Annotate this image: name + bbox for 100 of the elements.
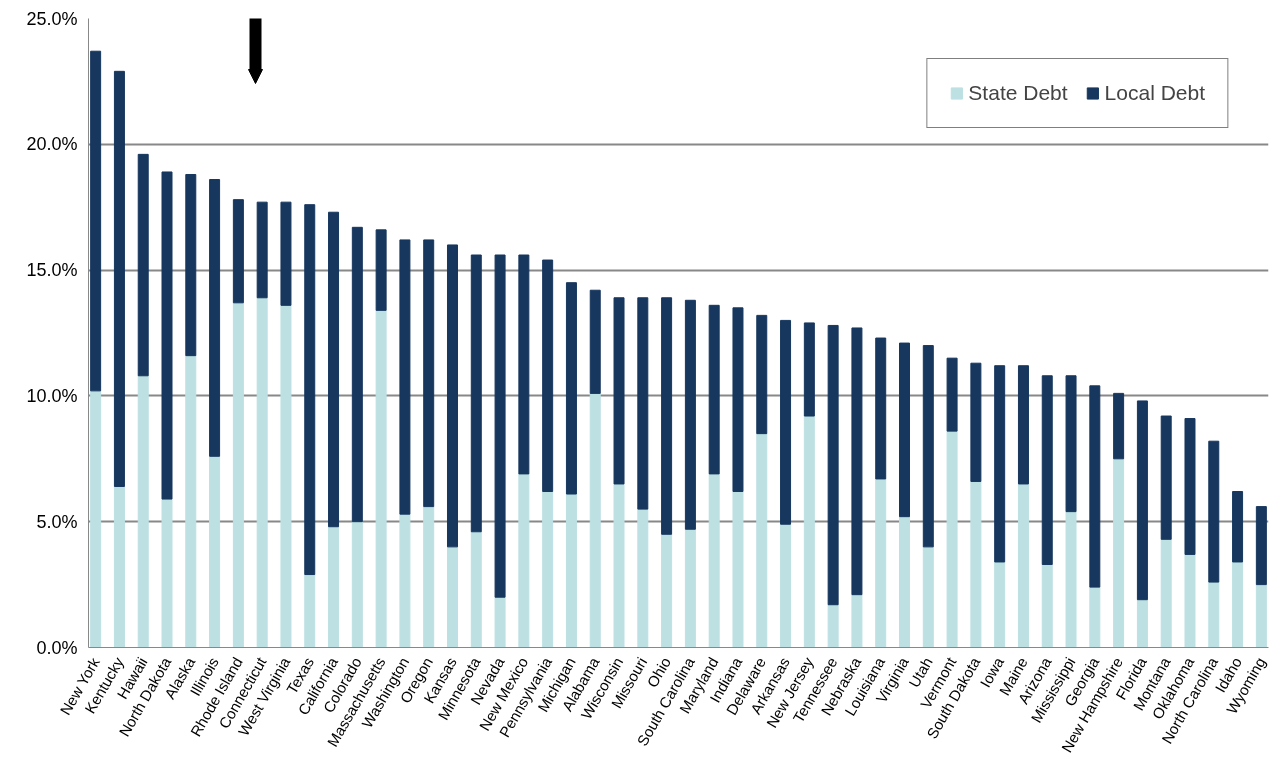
bar xyxy=(732,491,744,648)
bar xyxy=(232,302,244,648)
bar xyxy=(803,322,815,417)
bar xyxy=(589,392,601,648)
bar xyxy=(1041,375,1053,565)
bar xyxy=(1208,440,1220,583)
bar xyxy=(161,171,173,500)
bar xyxy=(1136,400,1148,601)
bar xyxy=(209,455,221,648)
bar xyxy=(875,478,887,648)
bar xyxy=(875,337,887,480)
bar xyxy=(1255,506,1267,586)
bar xyxy=(827,324,839,606)
bar xyxy=(565,282,577,495)
bar xyxy=(1184,418,1196,555)
bar xyxy=(518,254,530,475)
bar xyxy=(922,546,934,648)
bar xyxy=(780,319,792,525)
bar xyxy=(161,498,173,648)
bar xyxy=(732,307,744,493)
bar xyxy=(328,211,340,528)
bar xyxy=(946,357,958,432)
bar xyxy=(851,594,863,648)
bar xyxy=(851,327,863,596)
bar xyxy=(399,239,411,515)
y-tick-label: 15.0% xyxy=(26,260,78,281)
bar xyxy=(1113,458,1125,648)
bar xyxy=(304,204,316,576)
bar xyxy=(994,365,1006,563)
bar xyxy=(661,533,673,648)
bar xyxy=(137,375,149,648)
bar xyxy=(1089,385,1101,588)
bar xyxy=(899,516,910,648)
legend-label: State Debt xyxy=(968,81,1068,105)
bar xyxy=(256,297,268,648)
bar xyxy=(90,50,102,392)
y-tick-label: 0.0% xyxy=(36,637,78,658)
y-tick-label: 25.0% xyxy=(26,8,78,29)
bar xyxy=(1160,538,1172,648)
y-tick-label: 5.0% xyxy=(36,511,78,532)
bar xyxy=(684,528,696,648)
bar xyxy=(1089,586,1101,648)
bar xyxy=(613,483,625,648)
legend-label: Local Debt xyxy=(1104,81,1205,105)
bar xyxy=(899,342,910,518)
bar xyxy=(1184,553,1196,648)
bar xyxy=(494,596,506,648)
bar xyxy=(1065,375,1077,513)
bar xyxy=(90,390,102,648)
y-tick-label: 20.0% xyxy=(26,134,78,155)
bar xyxy=(1136,599,1148,648)
y-tick-label: 10.0% xyxy=(26,385,78,406)
bar xyxy=(137,153,149,377)
bar xyxy=(423,239,435,508)
bar xyxy=(613,297,625,485)
bar xyxy=(1113,392,1125,460)
bar xyxy=(1232,491,1244,563)
bar xyxy=(827,604,839,648)
bar xyxy=(113,70,125,487)
bar xyxy=(637,297,649,510)
bar xyxy=(232,199,244,304)
bar xyxy=(423,506,435,648)
bar xyxy=(1017,365,1029,485)
bar xyxy=(328,526,340,648)
bar xyxy=(756,433,768,648)
bar xyxy=(970,362,982,482)
bar xyxy=(637,508,649,648)
bar xyxy=(1255,584,1267,648)
bar xyxy=(280,201,292,306)
bar xyxy=(1232,561,1244,648)
bar xyxy=(565,493,577,648)
bar xyxy=(113,485,125,648)
bar xyxy=(994,561,1006,648)
bar xyxy=(375,229,387,311)
bar xyxy=(185,173,197,357)
bar xyxy=(351,521,363,648)
bar xyxy=(470,254,482,533)
bar xyxy=(970,480,982,648)
bar xyxy=(803,415,815,648)
bar xyxy=(946,430,958,648)
bar xyxy=(780,523,792,648)
bar xyxy=(447,546,458,648)
bar xyxy=(756,314,768,435)
bar xyxy=(1208,581,1220,648)
bar xyxy=(684,299,696,530)
bar xyxy=(304,574,316,648)
bar xyxy=(470,531,482,648)
bar xyxy=(589,289,601,394)
bar xyxy=(661,297,673,535)
bar xyxy=(256,201,268,299)
bar xyxy=(209,179,221,457)
bar xyxy=(185,355,197,648)
bar xyxy=(375,309,387,648)
bar xyxy=(922,345,934,548)
bar xyxy=(542,491,554,648)
bar xyxy=(1017,483,1029,648)
bar xyxy=(542,259,554,493)
bar xyxy=(1160,415,1172,540)
bar xyxy=(708,473,720,648)
bar xyxy=(280,304,292,648)
